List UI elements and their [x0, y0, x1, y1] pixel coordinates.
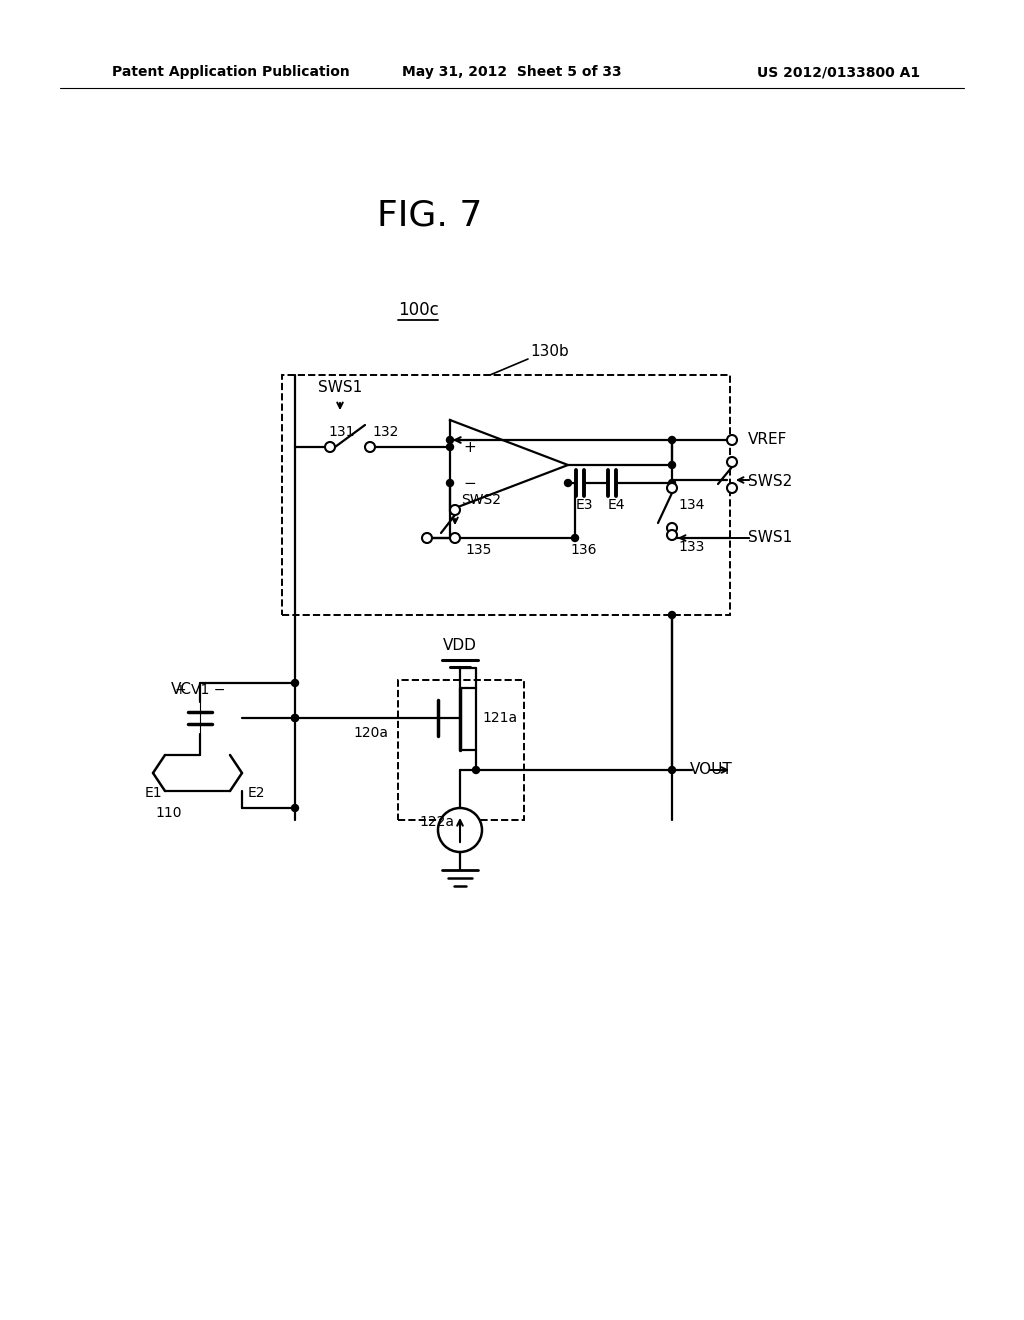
Text: 131: 131 [328, 425, 354, 440]
Text: 134: 134 [678, 498, 705, 512]
Circle shape [292, 714, 299, 722]
Circle shape [472, 767, 479, 774]
Text: VDD: VDD [443, 639, 477, 653]
Text: SWS1: SWS1 [317, 380, 362, 396]
Text: 133: 133 [678, 540, 705, 554]
Text: +: + [464, 440, 476, 454]
Circle shape [446, 437, 454, 444]
Circle shape [292, 714, 299, 722]
Text: E1: E1 [145, 785, 163, 800]
Circle shape [669, 479, 676, 487]
Circle shape [669, 462, 676, 469]
Text: VOUT: VOUT [690, 763, 733, 777]
Circle shape [727, 483, 737, 492]
Text: 120a: 120a [353, 726, 388, 741]
Text: E4: E4 [608, 498, 626, 512]
Circle shape [727, 436, 737, 445]
Text: SWS1: SWS1 [748, 531, 793, 545]
Text: 122a: 122a [419, 814, 454, 829]
Circle shape [446, 444, 454, 450]
Circle shape [669, 767, 676, 774]
Circle shape [450, 506, 460, 515]
Text: SWS2: SWS2 [748, 474, 793, 490]
Circle shape [669, 611, 676, 619]
Text: 110: 110 [155, 807, 181, 820]
Circle shape [438, 808, 482, 851]
Circle shape [325, 442, 335, 451]
Text: + V1 −: + V1 − [175, 682, 225, 697]
Circle shape [727, 457, 737, 467]
Circle shape [422, 533, 432, 543]
Text: E2: E2 [248, 785, 265, 800]
Circle shape [446, 479, 454, 487]
Text: 132: 132 [372, 425, 398, 440]
Text: VC: VC [171, 682, 193, 697]
Text: 130b: 130b [530, 345, 568, 359]
Bar [282, 375, 730, 615]
Circle shape [667, 483, 677, 492]
Text: US 2012/0133800 A1: US 2012/0133800 A1 [757, 65, 920, 79]
Text: 121a: 121a [482, 711, 517, 725]
Text: E3: E3 [575, 498, 594, 512]
Text: Patent Application Publication: Patent Application Publication [112, 65, 350, 79]
Text: 136: 136 [570, 543, 597, 557]
Text: FIG. 7: FIG. 7 [377, 198, 482, 232]
Circle shape [292, 680, 299, 686]
Text: VREF: VREF [748, 433, 787, 447]
Text: May 31, 2012  Sheet 5 of 33: May 31, 2012 Sheet 5 of 33 [402, 65, 622, 79]
Text: −: − [464, 475, 476, 491]
Text: 135: 135 [465, 543, 492, 557]
Circle shape [564, 479, 571, 487]
Circle shape [450, 533, 460, 543]
Bar [398, 680, 524, 820]
Circle shape [365, 442, 375, 451]
Circle shape [571, 535, 579, 541]
Circle shape [669, 437, 676, 444]
Circle shape [667, 523, 677, 533]
Text: SWS2: SWS2 [461, 492, 501, 507]
Circle shape [292, 804, 299, 812]
Circle shape [667, 531, 677, 540]
Text: 100c: 100c [397, 301, 438, 319]
